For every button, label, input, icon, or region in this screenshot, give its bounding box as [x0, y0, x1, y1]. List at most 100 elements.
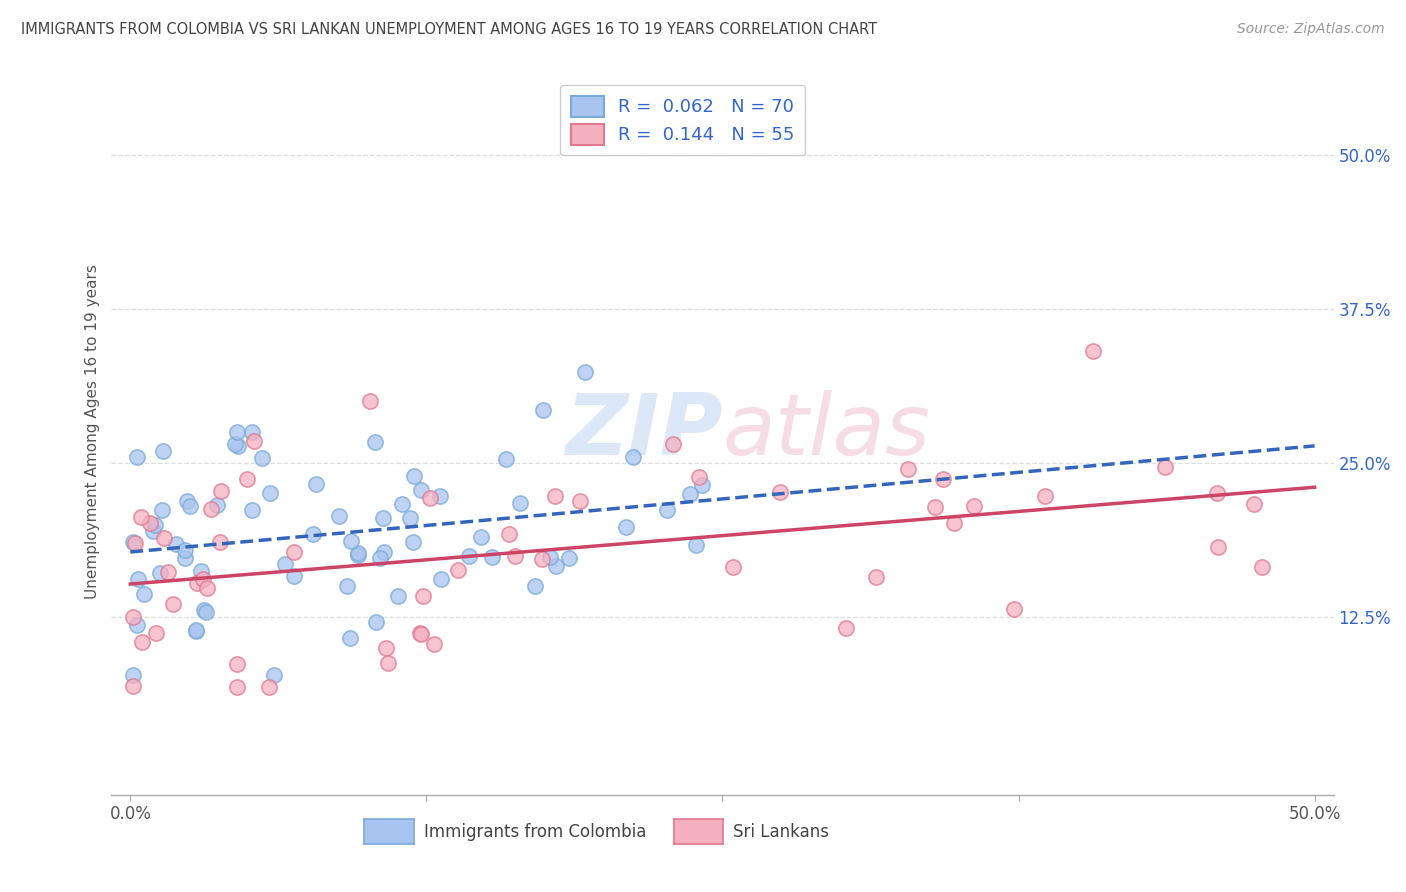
Point — [138, 516, 160, 530]
Point — [176, 494, 198, 508]
Point — [530, 552, 553, 566]
Point — [302, 527, 325, 541]
Point — [509, 496, 531, 510]
Text: IMMIGRANTS FROM COLOMBIA VS SRI LANKAN UNEMPLOYMENT AMONG AGES 16 TO 19 YEARS CO: IMMIGRANTS FROM COLOMBIA VS SRI LANKAN U… — [21, 22, 877, 37]
Point — [142, 524, 165, 538]
Point — [897, 461, 920, 475]
Point — [1206, 540, 1229, 554]
Point — [481, 550, 503, 565]
Point — [679, 487, 702, 501]
Point — [226, 657, 249, 672]
Point — [143, 518, 166, 533]
Point — [568, 494, 591, 508]
Point — [149, 566, 172, 581]
Point — [145, 625, 167, 640]
Point — [190, 564, 212, 578]
Point — [364, 615, 387, 630]
Legend: R =  0.062   N = 70, R =  0.144   N = 55: R = 0.062 N = 70, R = 0.144 N = 55 — [561, 85, 806, 155]
Point — [157, 565, 180, 579]
Point — [174, 542, 197, 557]
Point — [263, 667, 285, 681]
Point — [409, 483, 432, 498]
Point — [340, 534, 363, 549]
Point — [685, 538, 707, 552]
Point — [224, 437, 246, 451]
Point — [723, 560, 745, 574]
Point — [347, 548, 370, 562]
Point — [544, 489, 567, 503]
Point — [447, 563, 470, 577]
Point — [932, 472, 955, 486]
Point — [402, 534, 425, 549]
Point — [125, 450, 148, 464]
Point — [243, 434, 266, 448]
Point — [1243, 497, 1265, 511]
Text: atlas: atlas — [723, 391, 931, 474]
Point — [963, 500, 986, 514]
Point — [662, 436, 685, 450]
Point — [865, 570, 887, 584]
Point — [186, 624, 208, 639]
Point — [122, 679, 145, 693]
Point — [835, 621, 858, 635]
Point — [194, 606, 217, 620]
Point — [150, 502, 173, 516]
Point — [531, 402, 554, 417]
Point — [495, 452, 517, 467]
Point — [942, 516, 965, 530]
Point — [373, 544, 395, 558]
Text: Immigrants from Colombia: Immigrants from Colombia — [423, 822, 645, 840]
Point — [655, 502, 678, 516]
Point — [364, 435, 387, 450]
Point — [423, 636, 446, 650]
Point — [359, 394, 381, 409]
Point — [225, 680, 247, 694]
Point — [127, 572, 149, 586]
Point — [411, 627, 433, 641]
Point — [370, 551, 392, 566]
Point — [412, 589, 434, 603]
Point — [690, 478, 713, 492]
Point — [129, 509, 152, 524]
Y-axis label: Unemployment Among Ages 16 to 19 years: Unemployment Among Ages 16 to 19 years — [86, 264, 100, 599]
Point — [240, 503, 263, 517]
Point — [127, 618, 149, 632]
Point — [768, 485, 790, 500]
Point — [404, 469, 426, 483]
Point — [574, 365, 596, 379]
Point — [283, 545, 305, 559]
Point — [257, 680, 280, 694]
Point — [371, 511, 394, 525]
Point — [1081, 343, 1104, 358]
Point — [498, 527, 520, 541]
Point — [419, 491, 441, 505]
Point — [336, 579, 359, 593]
Point — [283, 569, 305, 583]
Point — [193, 603, 215, 617]
Point — [162, 597, 184, 611]
Point — [470, 530, 492, 544]
Point — [558, 550, 581, 565]
Point — [207, 498, 229, 512]
Point — [688, 469, 710, 483]
Text: ZIP: ZIP — [565, 391, 723, 474]
Point — [259, 486, 281, 500]
Point — [193, 572, 215, 586]
Point — [124, 536, 146, 550]
Point — [240, 425, 263, 439]
Point — [186, 575, 208, 590]
Point — [399, 510, 422, 524]
Point — [1251, 560, 1274, 574]
Point — [121, 609, 143, 624]
Point — [429, 490, 451, 504]
Point — [152, 443, 174, 458]
Point — [1004, 602, 1026, 616]
Point — [305, 477, 328, 491]
Point — [377, 656, 399, 670]
Point — [165, 537, 187, 551]
Point — [503, 549, 526, 563]
Point — [1033, 489, 1056, 503]
Point — [1206, 486, 1229, 500]
Point — [430, 572, 453, 586]
Point — [538, 549, 561, 564]
